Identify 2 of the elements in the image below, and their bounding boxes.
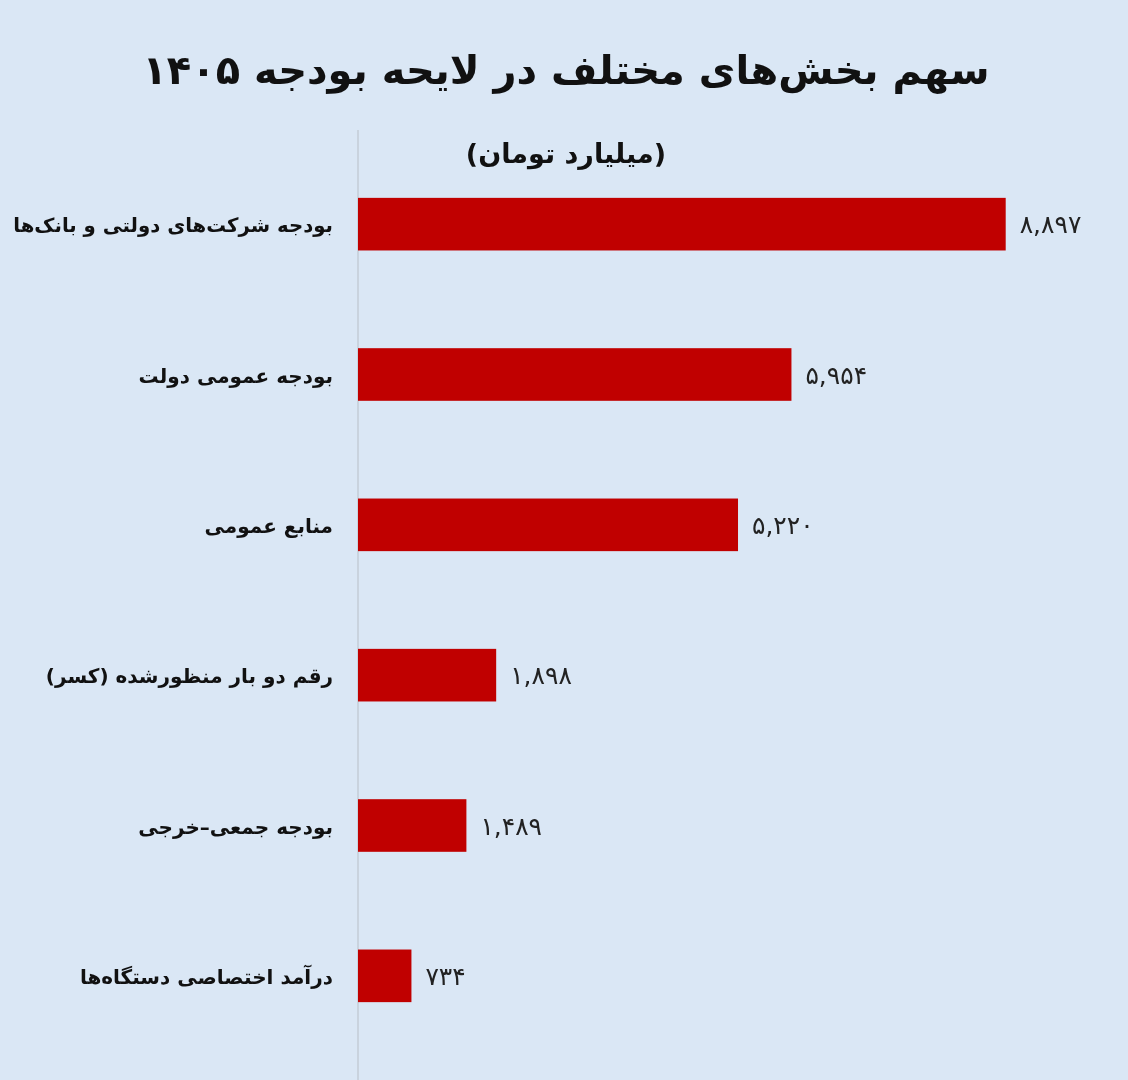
subtitle: (میلیارد تومان) <box>465 138 667 169</box>
title: سهم بخش‌های مختلف در لایحه بودجه ۱۴۰۵ <box>142 47 990 93</box>
